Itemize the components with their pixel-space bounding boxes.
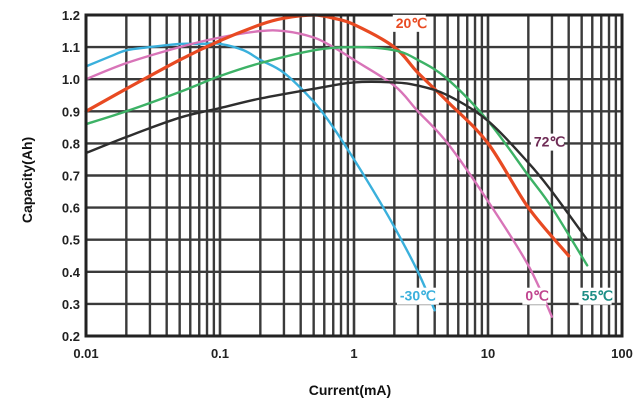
series-label-4: 72℃ xyxy=(534,134,566,150)
series-lines xyxy=(84,13,589,318)
x-tick-label-0: 0.01 xyxy=(73,346,98,361)
x-tick-label-3: 10 xyxy=(481,346,495,361)
x-tick-label-1: 0.1 xyxy=(211,346,229,361)
series-label-bg-4 xyxy=(530,133,564,151)
series-label-0: -30℃ xyxy=(400,288,436,304)
y-axis-title: Capacity(Ah) xyxy=(19,137,35,223)
series-label-3: 55℃ xyxy=(582,288,614,304)
y-tick-label-4: 0.6 xyxy=(62,201,80,216)
series-labels: -30℃ 0℃ 20℃ 55℃ 72℃ xyxy=(392,14,614,305)
series-line-72 xyxy=(84,80,589,241)
series-label-2: 20℃ xyxy=(396,15,428,31)
series-label-bg-0 xyxy=(396,287,439,305)
x-tick-label-4: 100 xyxy=(611,346,633,361)
x-axis-title: Current(mA) xyxy=(309,382,391,398)
series-line-55 xyxy=(84,45,589,267)
series-label-bg-3 xyxy=(578,287,612,305)
tick-labels: 0.01 0.1 1 10 100 0.2 0.3 0.4 0.5 0.6 0.7 0.8 0.9 1.0… xyxy=(62,8,633,361)
y-tick-label-5: 0.7 xyxy=(62,169,80,184)
x-tick-label-2: 1 xyxy=(350,346,357,361)
y-tick-label-6: 0.8 xyxy=(62,136,80,151)
series-label-bg-1 xyxy=(522,287,547,305)
y-tick-label-8: 1.0 xyxy=(62,72,80,87)
series-label-1: 0℃ xyxy=(525,288,549,304)
plot-border xyxy=(84,13,624,338)
y-tick-label-2: 0.4 xyxy=(62,265,81,280)
y-tick-label-3: 0.5 xyxy=(62,233,80,248)
y-tick-label-7: 0.9 xyxy=(62,104,80,119)
plot-frame xyxy=(84,13,624,338)
series-line-minus30 xyxy=(84,42,436,312)
y-tick-label-0: 0.2 xyxy=(62,329,80,344)
y-tick-label-10: 1.2 xyxy=(62,8,80,23)
series-label-bg-2 xyxy=(392,14,426,32)
y-tick-label-1: 0.3 xyxy=(62,297,80,312)
series-line-20 xyxy=(84,13,571,258)
y-tick-label-9: 1.1 xyxy=(62,40,80,55)
